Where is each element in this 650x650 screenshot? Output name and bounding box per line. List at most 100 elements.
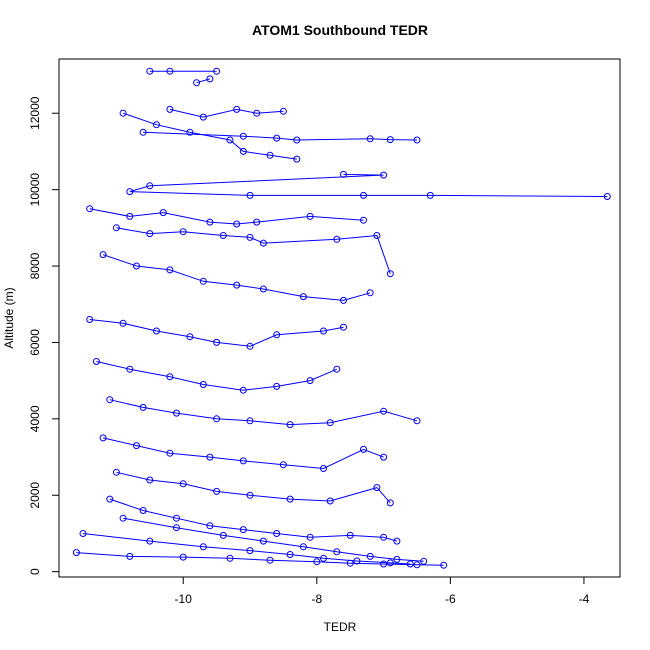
data-point	[239, 526, 247, 534]
data-point	[206, 218, 214, 226]
data-point	[199, 113, 207, 121]
data-point	[112, 224, 120, 232]
data-point	[226, 554, 234, 562]
data-point	[320, 554, 327, 562]
data-point	[313, 558, 321, 566]
data-point	[146, 230, 154, 238]
data-point	[186, 333, 194, 341]
data-point	[146, 537, 154, 545]
data-point	[99, 434, 107, 442]
x-tick-label: -4	[579, 592, 590, 606]
data-point	[393, 555, 401, 563]
data-point	[373, 484, 381, 492]
series-points	[72, 67, 611, 569]
data-point	[246, 491, 254, 499]
chart-title: ATOM1 Southbound TEDR	[252, 22, 428, 38]
data-point	[406, 560, 414, 568]
x-axis: -10 -8 -6 -4	[175, 576, 590, 606]
data-point	[126, 552, 134, 560]
data-point	[126, 212, 134, 220]
data-point	[346, 531, 354, 539]
data-point	[413, 136, 421, 144]
data-point	[213, 338, 221, 346]
data-point	[193, 79, 201, 87]
data-point	[179, 553, 187, 561]
data-point	[72, 549, 80, 557]
data-point	[79, 530, 87, 537]
data-point	[393, 537, 401, 545]
data-point	[306, 533, 314, 541]
data-point	[306, 377, 314, 385]
data-point	[360, 445, 367, 453]
data-point	[366, 552, 374, 560]
data-point	[173, 409, 180, 417]
data-point	[233, 281, 241, 289]
data-point	[92, 358, 100, 365]
data-point	[380, 453, 388, 461]
series-line-2	[122, 112, 297, 160]
data-point	[226, 136, 234, 144]
data-point	[380, 560, 388, 568]
plot-frame	[58, 58, 621, 578]
series-line-9	[96, 361, 337, 391]
series-line-11	[102, 437, 384, 470]
data-point	[86, 205, 94, 213]
data-point	[246, 417, 254, 425]
data-point	[293, 136, 301, 144]
data-point	[173, 524, 180, 532]
data-point	[259, 239, 267, 247]
data-point	[340, 296, 347, 304]
data-point	[386, 136, 394, 144]
data-point	[386, 559, 394, 567]
data-point	[380, 171, 388, 179]
data-point	[306, 212, 314, 220]
data-point	[139, 128, 147, 136]
data-point	[386, 499, 394, 507]
data-point	[166, 449, 174, 457]
data-point	[119, 514, 127, 522]
data-point	[126, 188, 134, 196]
data-point	[213, 487, 221, 495]
series-line-14	[76, 552, 444, 566]
data-point	[166, 373, 174, 381]
data-point	[233, 105, 241, 113]
series-line-12	[116, 471, 391, 504]
data-point	[340, 323, 347, 331]
data-point	[259, 285, 267, 293]
data-point	[286, 495, 294, 503]
data-point	[219, 531, 227, 539]
data-point	[233, 220, 241, 228]
data-point	[153, 327, 160, 335]
data-point	[99, 251, 107, 259]
data-point	[273, 530, 281, 537]
y-axis-label: Altitude (m)	[2, 287, 16, 348]
series-line-3	[143, 131, 418, 141]
data-point	[199, 381, 207, 388]
data-point	[386, 270, 394, 278]
data-point	[239, 457, 247, 465]
data-point	[286, 551, 294, 558]
data-point	[346, 559, 354, 567]
data-point	[360, 191, 367, 199]
data-point	[366, 289, 374, 297]
data-point	[112, 468, 120, 476]
data-point	[320, 327, 327, 335]
data-point	[293, 155, 301, 163]
data-point	[273, 134, 281, 142]
data-point	[206, 453, 214, 461]
data-point	[273, 331, 281, 339]
data-point	[253, 109, 261, 117]
data-point	[246, 191, 254, 199]
x-tick-label: -8	[311, 592, 322, 606]
data-point	[159, 209, 167, 217]
data-point	[333, 365, 341, 373]
data-point	[86, 316, 94, 323]
data-point	[146, 67, 154, 75]
data-point	[173, 514, 180, 522]
series-line-15	[82, 533, 411, 565]
x-axis-label: TEDR	[324, 620, 357, 634]
series-lines	[76, 70, 608, 566]
data-point	[153, 121, 160, 129]
series-line-10	[109, 399, 418, 426]
data-point	[119, 319, 127, 327]
